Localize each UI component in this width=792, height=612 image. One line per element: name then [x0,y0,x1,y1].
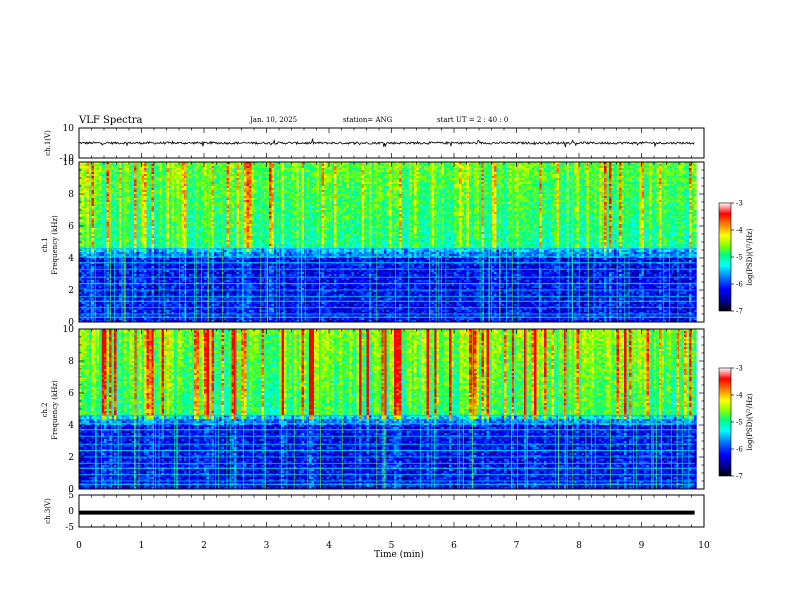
ch2-colorbar: -3 -4 -5 -6 -7 log(PSD)(V²/Hz) [719,365,754,481]
frequency-tick-label: 10 [63,158,75,168]
start-time-label: start UT = 2 : 40 : 0 [437,116,508,124]
time-tick-label: 0 [76,541,82,551]
date-label: Jan. 10, 2025 [249,116,297,124]
ch3-ytick-top: 5 [68,491,74,501]
frequency-tick-label: 2 [68,286,74,296]
ch1-colorbar: -3 -4 -5 -6 -7 log(PSD)(V²/Hz) [719,200,754,316]
time-tick-label: 1 [139,541,145,551]
frequency-tick-label: 10 [63,325,75,335]
ch1-colorbar-label: log(PSD)(V²/Hz) [746,228,754,285]
time-tick-label: 9 [639,541,645,551]
ch2-spec-ylabel-channel: ch.2 [41,402,49,417]
ch1-ytick-top: 10 [63,124,75,134]
ch3-ytick-mid: 0 [68,507,74,517]
time-tick-label: 7 [514,541,520,551]
colorbar-tick-label: -6 [736,446,743,454]
colorbar-tick-label: -7 [736,308,743,316]
colorbar-tick-label: -3 [736,200,743,208]
time-axis-label: Time (min) [374,549,424,560]
colorbar-tick-label: -6 [736,281,743,289]
frequency-tick-label: 4 [68,421,74,431]
frequency-tick-label: 8 [68,190,74,200]
ch1-spec-ylabel: Frequency (kHz) [51,215,59,275]
frequency-tick-label: 2 [68,453,74,463]
time-tick-label: 8 [576,541,582,551]
ch2-spec-ylabel: Frequency (kHz) [51,380,59,440]
ch1-spec-ylabel-channel: ch.1 [41,237,49,252]
ch3-waveform-ylabel: ch.3(V) [44,498,52,524]
ch1-waveform-ylabel: ch.1(V) [44,130,52,156]
time-tick-label: 3 [264,541,270,551]
colorbar-tick-label: -5 [736,254,743,262]
colorbar-tick-label: -4 [736,227,743,235]
ch1-colorbar-ticks: -3 -4 -5 -6 -7 [731,200,743,316]
frequency-tick-label: 8 [68,357,74,367]
time-tick-label: 10 [698,541,710,551]
time-tick-label: 4 [326,541,332,551]
ch1-waveform-panel: 10 -10 ch.1(V) [44,124,704,164]
ch3-ytick-bottom: -5 [65,523,74,533]
colorbar-tick-label: -4 [736,392,743,400]
time-tick-label: 6 [451,541,457,551]
station-label: station= ANG [343,116,393,124]
ch3-waveform-panel: 5 0 -5 ch.3(V) [44,491,704,533]
colorbar-tick-label: -5 [736,419,743,427]
frequency-tick-label: 6 [68,389,74,399]
colorbar-tick-label: -3 [736,365,743,373]
ch2-colorbar-ticks: -3 -4 -5 -6 -7 [731,365,743,481]
ch1-spectrogram-image [79,162,704,322]
figure-title: VLF Spectra [78,115,143,126]
frequency-tick-label: 6 [68,222,74,232]
frequency-tick-label: 4 [68,254,74,264]
colorbar-tick-label: -7 [736,473,743,481]
ch2-colorbar-label: log(PSD)(V²/Hz) [746,393,754,450]
ch2-spectrogram-image [79,329,704,489]
time-tick-label: 2 [201,541,207,551]
